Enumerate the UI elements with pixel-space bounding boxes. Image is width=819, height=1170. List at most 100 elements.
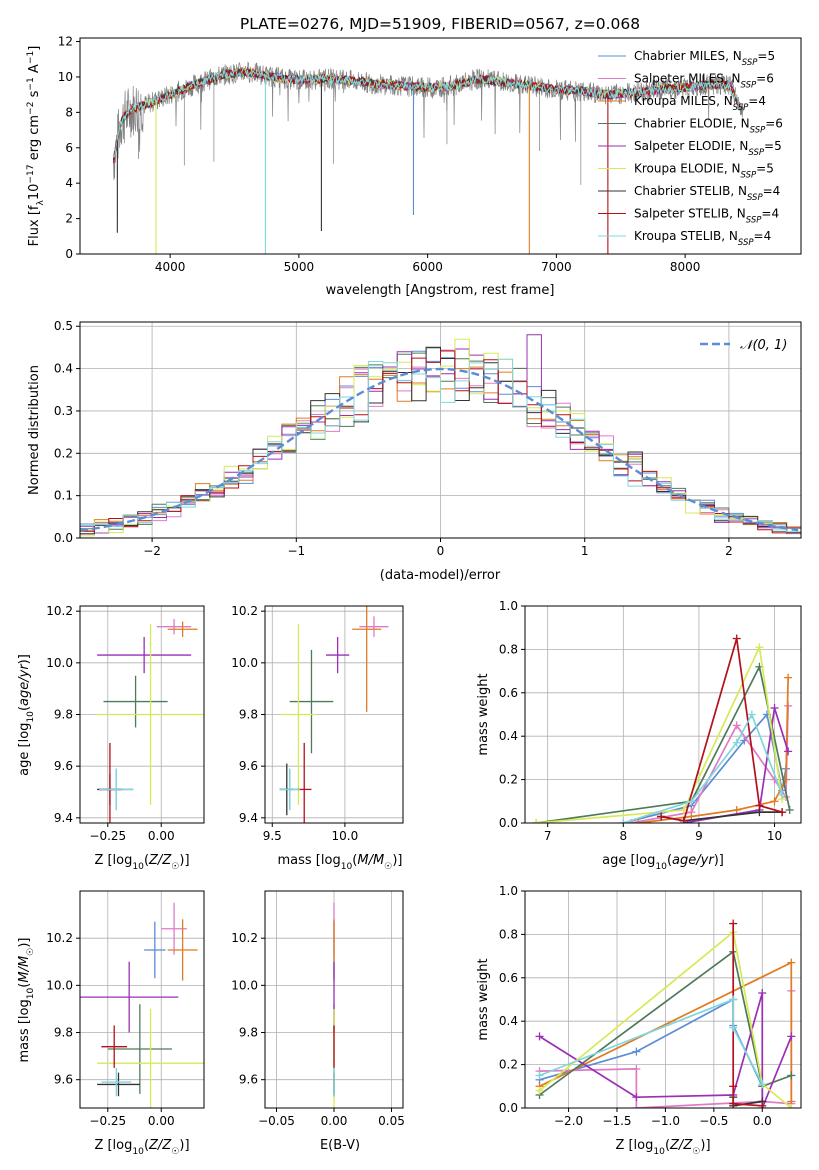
weight-marker: [784, 673, 793, 682]
plot-area-residuals: [80, 334, 801, 537]
weight-marker: [787, 1071, 796, 1080]
x-tick-label: 10: [767, 829, 782, 843]
y-tick-label: 0.0: [499, 1101, 518, 1115]
plot-area-age-vs-mass: [279, 606, 389, 823]
plot-area-spectrum: [113, 61, 744, 254]
weight-marker: [679, 816, 688, 823]
x-axis-label: (data-model)/error: [380, 568, 501, 583]
panel-weight-vs-Z: −2.0 −1.5 −1.0 −0.5 0.0 0.0 0.2 0.4 0.6 0.8 1.0 Z […: [476, 884, 802, 1157]
errorbar-4: [326, 637, 350, 674]
y-tick-label: 0.4: [54, 362, 73, 376]
axes-frame: [524, 890, 802, 1109]
y-tick-label: 0.5: [54, 319, 73, 333]
weight-marker: [785, 805, 794, 814]
x-tick-label: 4000: [155, 260, 186, 274]
weight-marker: [535, 1071, 544, 1080]
legend-model-name: Chabrier ELODIE: [634, 117, 733, 131]
weight-series-5: [538, 930, 792, 1108]
y-tick-label: 9.8: [239, 1026, 258, 1040]
residual-histogram-8: [80, 358, 801, 533]
legend-label-8: Kroupa STELIB, NSSP=4: [634, 229, 771, 248]
panel-weight-vs-age: 7 8 9 10 0.0 0.2 0.4 0.6 0.8 1.0 age [log10(age/yr…: [476, 599, 802, 872]
weight-series-5: [536, 644, 783, 823]
weight-marker: [758, 988, 767, 997]
axes-frame: [79, 890, 205, 1109]
errorbar-1: [359, 616, 389, 637]
y-tick-label: 10.2: [231, 604, 258, 618]
weight-marker: [634, 819, 643, 823]
legend-model-name: Chabrier STELIB: [634, 184, 730, 198]
y-tick-label: 10.2: [231, 931, 258, 945]
plot-area-weight-vs-Z: [535, 919, 796, 1108]
legend-label-1: Salpeter MILES, NSSP=6: [634, 72, 774, 91]
weight-series-3: [538, 950, 792, 1096]
y-tick-label: 0.6: [499, 971, 518, 985]
y-tick-label: 0.8: [499, 642, 518, 656]
y-tick-label: 9.4: [239, 811, 258, 825]
panels: 4000 5000 6000 7000 8000024681012wavelength …: [17, 35, 802, 1157]
x-axis-label: wavelength [Angstrom, rest frame]: [326, 283, 555, 298]
weight-marker: [755, 643, 764, 652]
legend-label-5: Kroupa ELODIE, NSSP=5: [634, 162, 774, 181]
y-tick-label: 9.6: [54, 759, 73, 773]
x-axis-label: Z [log10(Z/Z☉)]: [94, 853, 189, 872]
weight-marker: [632, 1047, 641, 1056]
weight-marker: [729, 919, 738, 928]
errorbar-8: [279, 768, 300, 811]
x-tick-label: 9.5: [263, 829, 282, 843]
weight-marker: [632, 1104, 641, 1108]
y-tick-label: 1.0: [499, 884, 518, 898]
errorbar-0: [144, 921, 166, 979]
errorbar-3: [289, 649, 334, 754]
spectrum-model-8: [113, 67, 740, 158]
panel-age-vs-mass: 9.5 10.0 9.4 9.6 9.8 10.0 10.2 mass [log10(M/M☉…: [231, 604, 404, 872]
y-axis-label: age [log10(age/yr)]: [17, 654, 36, 776]
legend-model-name: Chabrier MILES: [634, 49, 725, 63]
x-tick-label: 8000: [670, 260, 701, 274]
weight-marker: [732, 721, 741, 730]
weight-series-8: [539, 998, 764, 1085]
spectrum-model-7: [113, 66, 740, 164]
weight-marker: [657, 812, 666, 821]
x-axis-label: Z [log10(Z/Z☉)]: [615, 1138, 710, 1157]
y-tick-label: 9.6: [54, 1073, 73, 1087]
weight-series-0: [539, 998, 764, 1102]
errorbar-6: [97, 1072, 140, 1097]
weight-marker: [729, 1082, 738, 1091]
y-tick-label: 10.2: [46, 604, 73, 618]
y-tick-label: 0.2: [499, 773, 518, 787]
y-tick-label: 9.8: [54, 708, 73, 722]
y-tick-label: 0: [65, 247, 73, 261]
x-tick-label: 7: [544, 829, 552, 843]
errorbar-8: [101, 1067, 132, 1097]
x-tick-label: −0.05: [258, 1114, 295, 1128]
weight-marker: [787, 1104, 796, 1108]
normal-reference-curve: [80, 367, 799, 532]
legend-nssp: 5: [774, 139, 782, 153]
legend-nssp: 4: [764, 229, 772, 243]
x-tick-label: 0.0: [753, 1114, 772, 1128]
y-tick-label: 10.2: [46, 931, 73, 945]
x-tick-label: 0.05: [378, 1114, 405, 1128]
errorbar-4: [97, 637, 192, 674]
weight-marker: [770, 797, 779, 806]
legend-label-0: Chabrier MILES, NSSP=5: [634, 49, 775, 68]
residual-histogram-3: [80, 347, 801, 532]
weight-marker: [532, 819, 541, 823]
y-tick-label: 9.4: [54, 811, 73, 825]
weight-marker: [732, 805, 741, 814]
weight-marker: [747, 710, 756, 719]
y-tick-label: 10.0: [231, 656, 258, 670]
legend-label: 𝒩(0, 1): [740, 338, 787, 353]
legend-label-3: Chabrier ELODIE, NSSP=6: [634, 117, 783, 136]
errorbar-2: [167, 621, 198, 637]
legend-model-name: Kroupa MILES: [634, 94, 716, 108]
y-tick-label: 9.6: [239, 1073, 258, 1087]
x-axis-label: Z [log10(Z/Z☉)]: [94, 1138, 189, 1157]
y-tick-label: 10: [58, 70, 73, 84]
weight-marker: [632, 1064, 641, 1073]
plot-area-age-vs-Z: [97, 618, 204, 823]
y-axis-label: mass weight: [476, 673, 491, 755]
weight-marker: [758, 1080, 767, 1089]
